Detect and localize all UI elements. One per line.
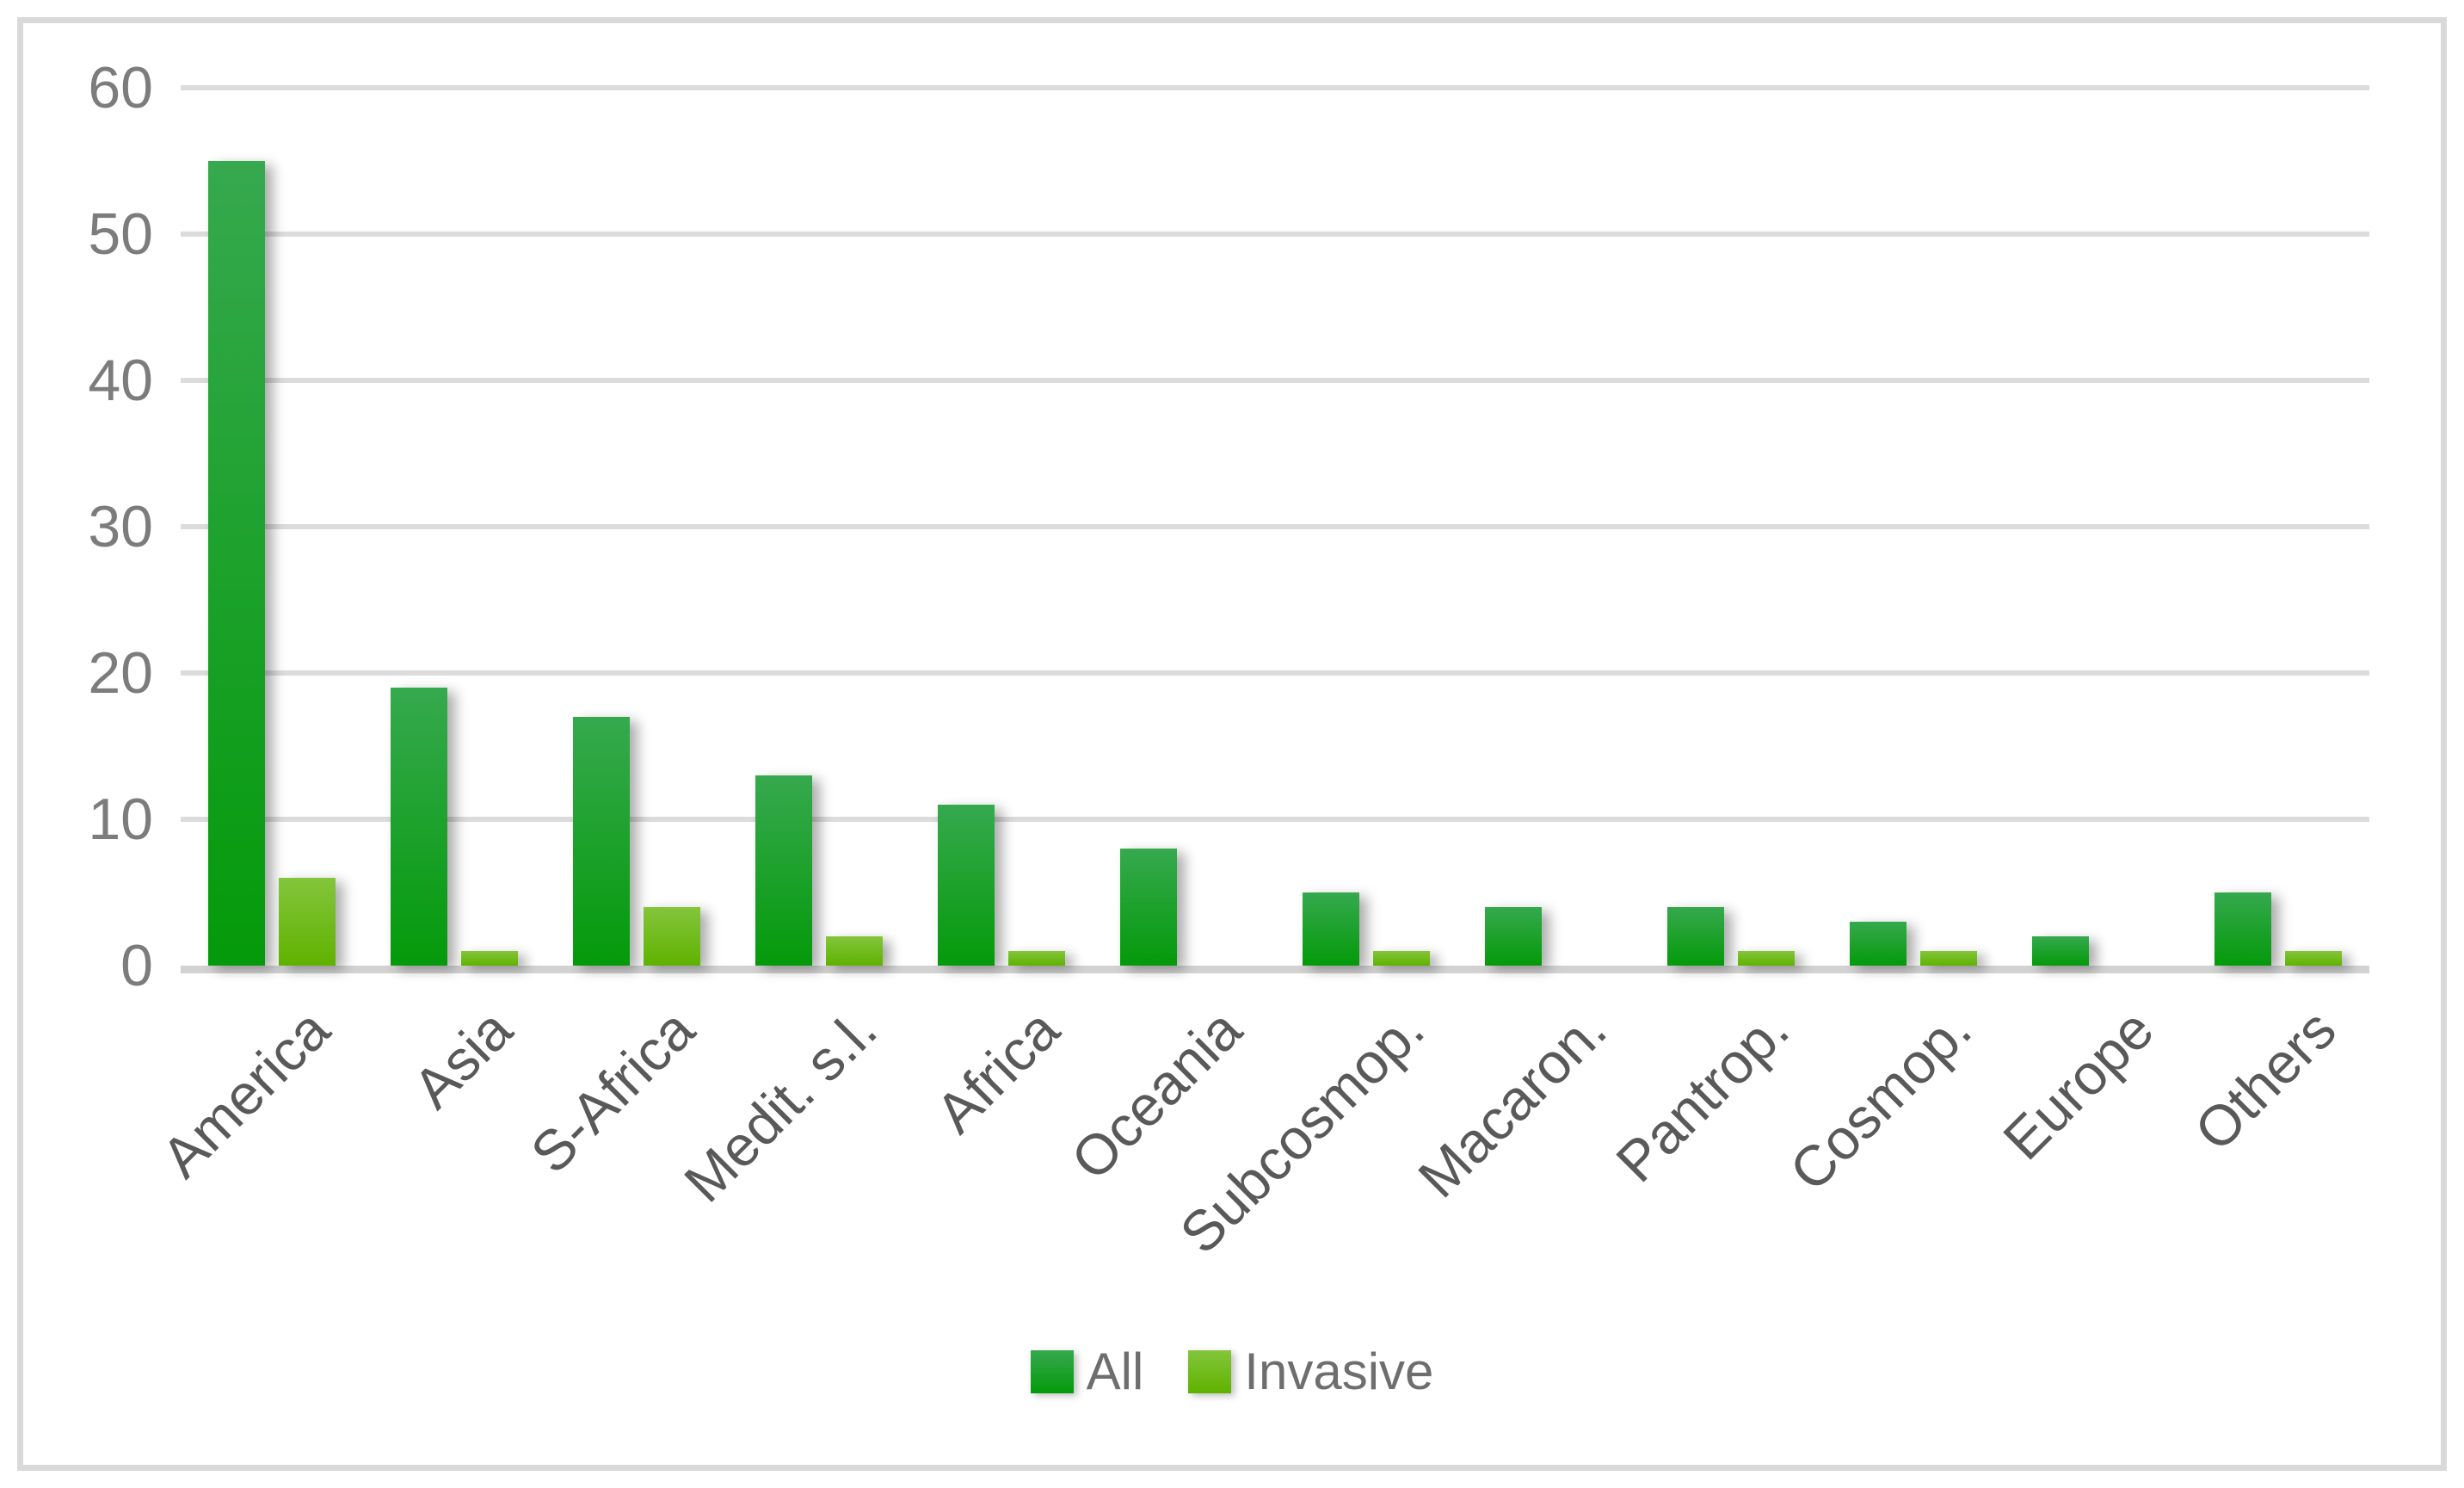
bar-all-others — [2215, 892, 2271, 966]
bar-all-africa — [938, 805, 995, 966]
gridline-60 — [181, 85, 2369, 90]
bar-all-cosmop — [1850, 922, 1907, 966]
bar-invasive-america — [279, 878, 336, 966]
y-tick-label-10: 10 — [88, 787, 153, 852]
bar-invasive-pantrop — [1738, 951, 1795, 966]
bar-all-macaron — [1485, 907, 1542, 966]
legend-swatch-all — [1030, 1350, 1074, 1393]
bar-all-subcosmop — [1303, 892, 1359, 966]
y-tick-label-30: 30 — [88, 494, 153, 559]
bar-invasive-africa — [1008, 951, 1065, 966]
bar-all-asia — [391, 688, 447, 966]
legend-label-all: All — [1086, 1343, 1144, 1400]
legend-label-invasive: Invasive — [1244, 1343, 1434, 1400]
y-tick-label-20: 20 — [88, 640, 153, 706]
gridline-20 — [181, 670, 2369, 676]
chart-border-frame — [17, 17, 2447, 1471]
bar-all-america — [208, 161, 265, 966]
bar-invasive-others — [2285, 951, 2342, 966]
legend-swatch-invasive — [1188, 1350, 1232, 1393]
bar-all-pantrop — [1667, 907, 1724, 966]
legend: All Invasive — [0, 1344, 2464, 1399]
y-tick-label-40: 40 — [88, 348, 153, 413]
bar-all-oceania — [1120, 849, 1177, 966]
gridline-30 — [181, 524, 2369, 529]
y-tick-label-0: 0 — [120, 933, 153, 998]
gridline-50 — [181, 232, 2369, 237]
bar-invasive-s-africa — [644, 907, 700, 966]
bar-all-europe — [2032, 936, 2089, 966]
bar-invasive-medit-s-l — [826, 936, 883, 966]
bar-invasive-asia — [461, 951, 518, 966]
gridline-40 — [181, 378, 2369, 383]
x-axis-line — [181, 966, 2369, 973]
legend-item-invasive: Invasive — [1188, 1344, 1433, 1399]
bar-all-medit-s-l — [755, 775, 812, 966]
legend-item-all: All — [1030, 1343, 1144, 1400]
y-tick-label-50: 50 — [88, 201, 153, 267]
bar-invasive-cosmop — [1920, 951, 1977, 966]
bar-invasive-subcosmop — [1373, 951, 1430, 966]
gridline-10 — [181, 817, 2369, 822]
bar-all-s-africa — [573, 717, 630, 966]
y-tick-label-60: 60 — [88, 55, 153, 120]
